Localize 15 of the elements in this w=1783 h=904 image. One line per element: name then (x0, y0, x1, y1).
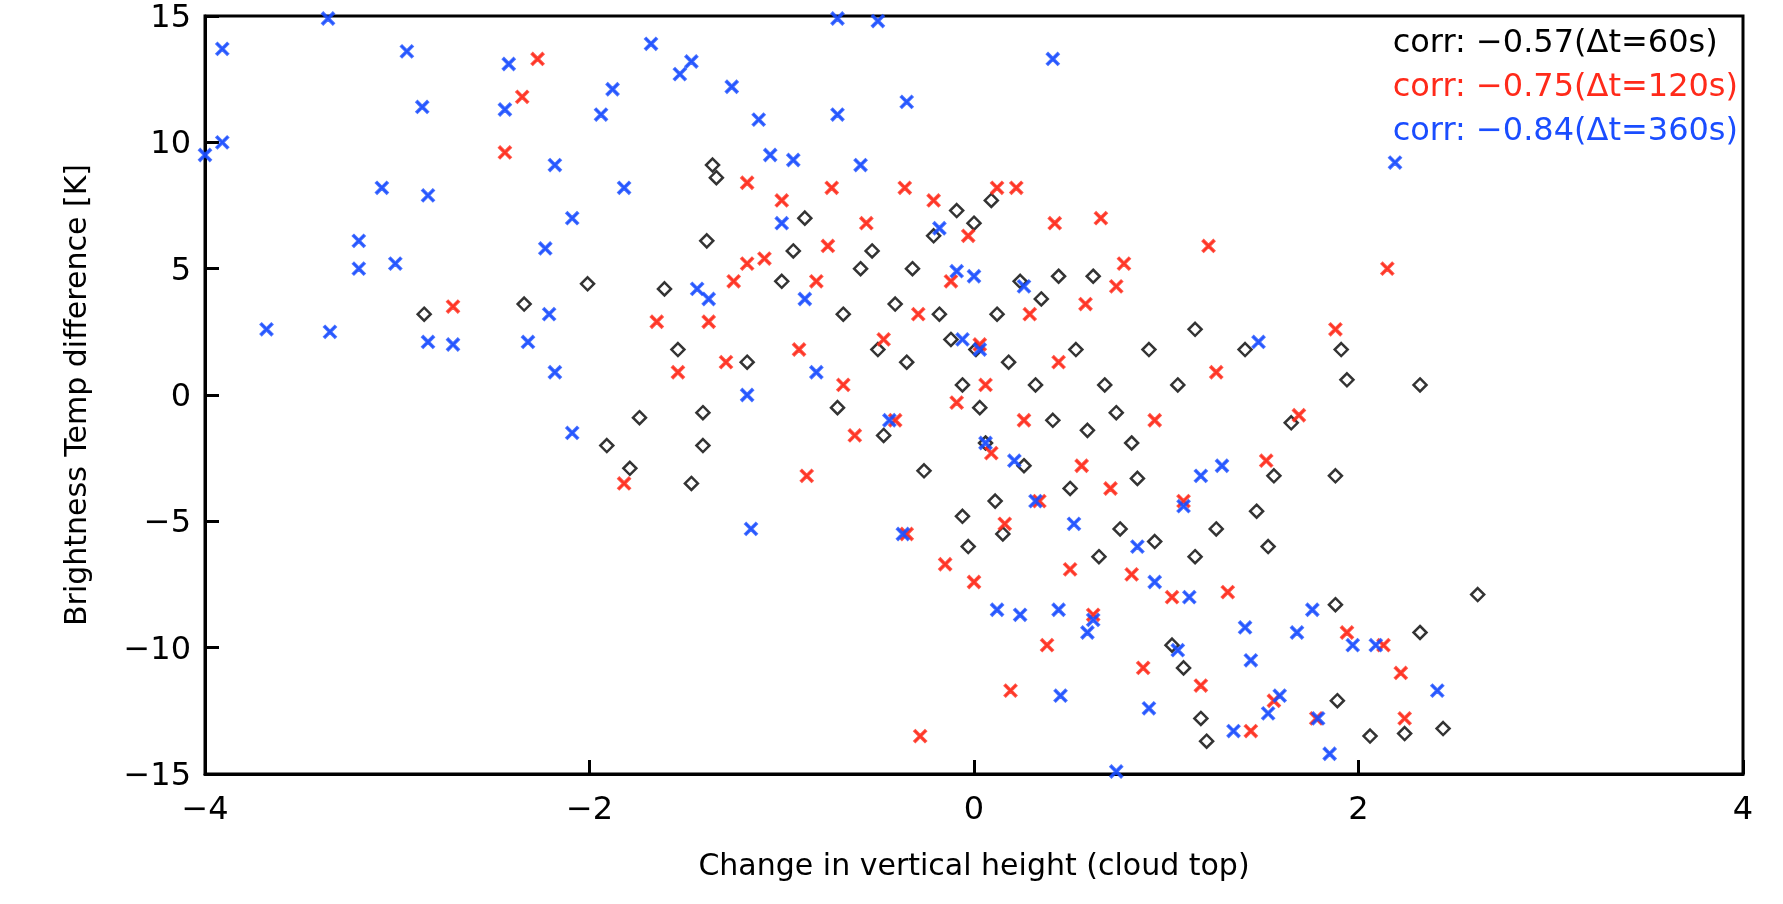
text: corr: −0.57(Δt=60s) (1392, 22, 1718, 60)
x-tick-label: 4 (1732, 789, 1754, 827)
y-axis-title: Brightness Temp difference [K] (57, 163, 93, 627)
x-tick-label: −2 (565, 789, 614, 827)
y-tick-label: 0 (170, 376, 191, 414)
y-tick-label: −5 (143, 502, 191, 541)
text: corr: −0.75(Δt=120s) (1392, 66, 1738, 104)
y-tick-label: −10 (123, 628, 191, 667)
x-tick-label: 2 (1348, 789, 1369, 827)
x-tick-label: 0 (963, 789, 985, 827)
y-tick-label: 10 (150, 123, 191, 162)
y-tick-label: 15 (150, 0, 191, 35)
series-label: corr: −0.84(Δt=360s) (1392, 110, 1738, 148)
x-axis-title: Change in vertical height (cloud top) (698, 846, 1250, 882)
y-tick-label: 5 (170, 249, 191, 288)
